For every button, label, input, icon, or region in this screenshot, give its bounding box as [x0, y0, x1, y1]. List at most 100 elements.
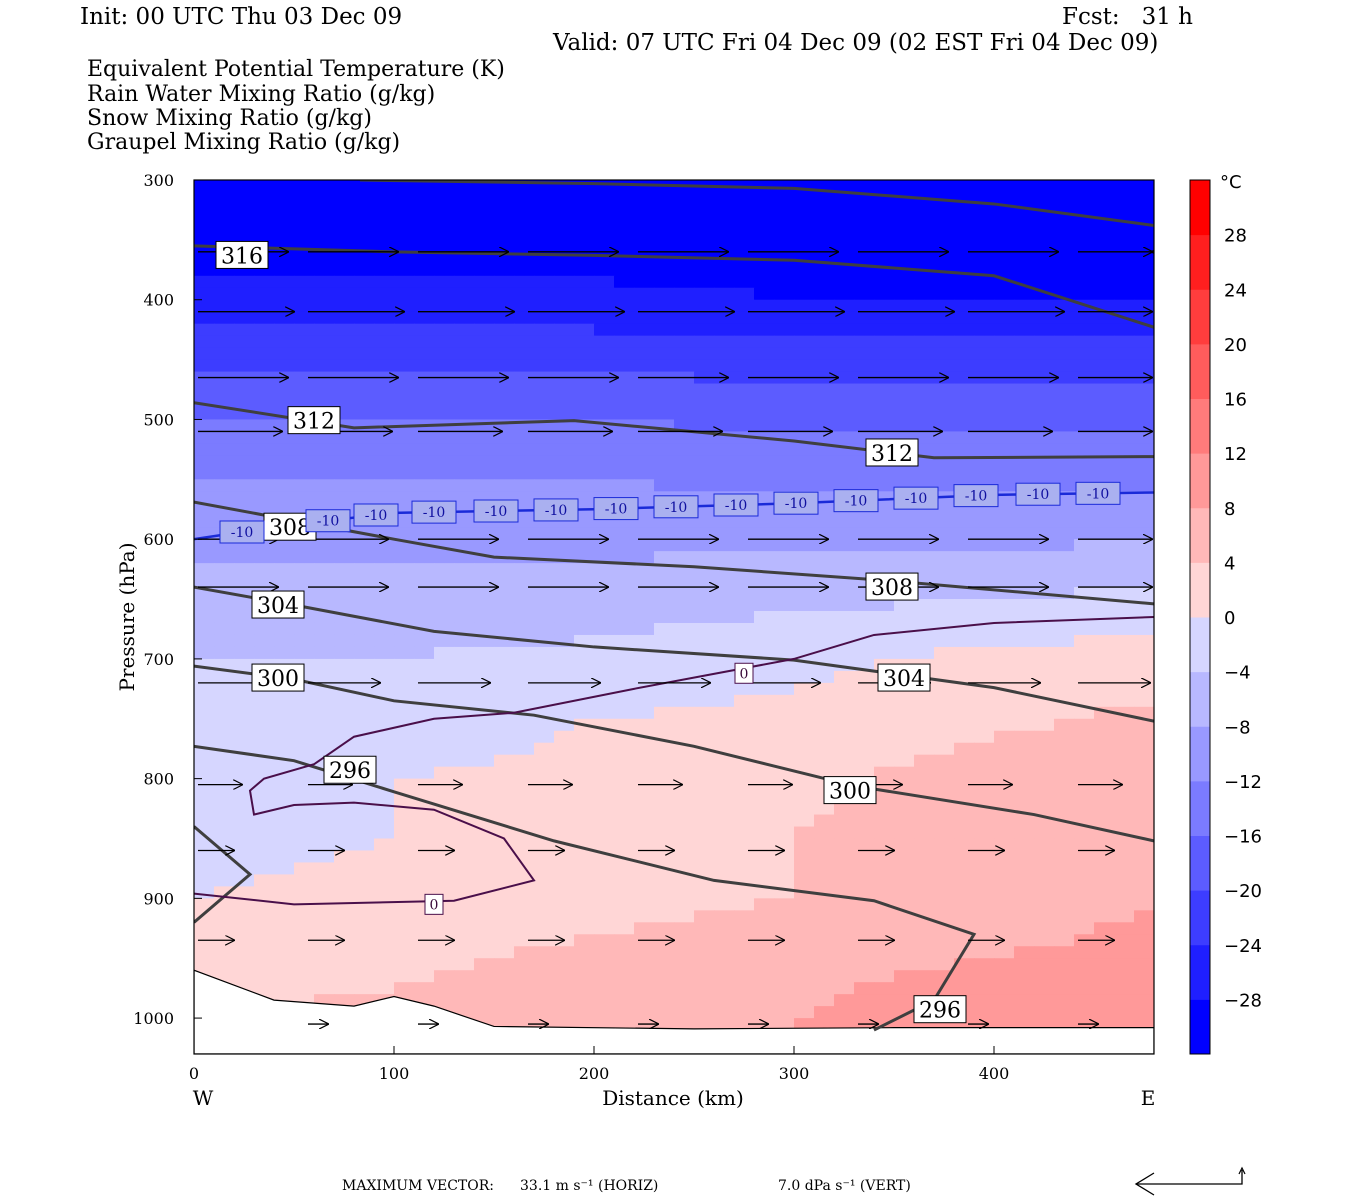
temp-cell — [1074, 886, 1095, 899]
temp-cell — [1134, 706, 1154, 720]
temp-cell — [254, 886, 275, 899]
temp-cell — [754, 910, 775, 923]
temp-cell — [394, 611, 415, 624]
temp-cell — [314, 263, 335, 277]
temp-cell — [794, 359, 815, 373]
temp-cell — [774, 191, 795, 205]
temp-cell — [974, 898, 995, 911]
temp-cell — [574, 299, 595, 313]
temp-cell — [694, 479, 715, 492]
temp-cell — [414, 575, 435, 588]
temp-cell — [914, 898, 935, 911]
temp-cell — [654, 946, 675, 959]
temp-cell — [1074, 407, 1095, 421]
temp-cell — [914, 443, 935, 456]
temp-cell — [1094, 862, 1115, 876]
temp-cell — [634, 275, 655, 289]
temp-cell — [534, 622, 555, 636]
temp-cell — [254, 850, 275, 864]
temp-cell — [394, 467, 415, 480]
temp-cell — [334, 862, 355, 876]
temp-cell — [1134, 587, 1154, 600]
colorbar-swatch — [1190, 671, 1210, 727]
temp-cell — [1014, 982, 1035, 995]
temp-cell — [454, 826, 475, 840]
temp-cell — [374, 455, 395, 468]
temp-cell — [714, 958, 735, 971]
temp-cell — [334, 814, 355, 828]
temp-cell — [414, 826, 435, 840]
temp-cell — [1074, 874, 1095, 887]
temp-cell — [414, 383, 435, 397]
temp-cell — [334, 563, 355, 576]
temp-cell — [274, 191, 295, 205]
temp-cell — [774, 850, 795, 864]
temp-cell — [1054, 419, 1075, 433]
y-tick-label: 700 — [143, 650, 174, 669]
temp-cell — [1034, 886, 1055, 899]
temp-cell — [1134, 862, 1154, 876]
temp-cell — [694, 419, 715, 433]
temp-cell — [274, 335, 295, 349]
temp-cell — [1114, 359, 1135, 373]
temp-cell — [894, 826, 915, 840]
minus10-label-box — [533, 498, 579, 522]
temp-cell — [974, 467, 995, 480]
temp-cell — [774, 287, 795, 301]
temp-cell — [474, 383, 495, 397]
temp-cell — [794, 575, 815, 588]
temp-cell — [874, 814, 895, 828]
temp-cell — [1094, 790, 1115, 804]
temp-cell — [774, 1018, 795, 1031]
temp-cell — [694, 922, 715, 935]
temp-cell — [514, 335, 535, 349]
temp-cell — [734, 790, 755, 804]
temp-cell — [774, 706, 795, 720]
theta-e-label-box — [865, 438, 919, 467]
theta-e-contour — [359, 180, 1154, 227]
temp-cell — [534, 203, 555, 217]
temp-cell — [574, 311, 595, 325]
temp-cell — [874, 718, 895, 732]
temp-cell — [574, 646, 595, 660]
temp-cell — [194, 359, 215, 373]
temp-cell — [834, 227, 855, 241]
temp-cell — [674, 826, 695, 840]
temp-cell — [454, 287, 475, 301]
temp-cell — [454, 658, 475, 672]
temp-cell — [834, 299, 855, 313]
temp-cell — [534, 922, 555, 935]
temp-cell — [474, 934, 495, 947]
colorbar-tick-label: −28 — [1224, 990, 1262, 1011]
temp-cell — [454, 563, 475, 576]
temp-cell — [814, 970, 835, 983]
temp-cell — [394, 311, 415, 325]
temp-cell — [874, 395, 895, 409]
temp-cell — [1114, 263, 1135, 277]
temp-cell — [974, 874, 995, 887]
temp-cell — [234, 970, 255, 983]
temp-cell — [634, 886, 655, 899]
temp-cell — [254, 419, 275, 433]
temp-cell — [234, 347, 255, 361]
temp-cell — [514, 934, 535, 947]
temp-cell — [494, 622, 515, 636]
temp-cell — [354, 311, 375, 325]
temp-cell — [834, 347, 855, 361]
temp-cell — [454, 215, 475, 229]
temp-cell — [1114, 898, 1135, 911]
temp-cell — [394, 287, 415, 301]
temp-cell — [1054, 850, 1075, 864]
temp-cell — [694, 910, 715, 923]
colorbar-tick-label: 20 — [1224, 335, 1247, 356]
temp-cell — [1014, 443, 1035, 456]
temp-cell — [654, 910, 675, 923]
temp-cell — [554, 599, 575, 612]
temp-cell — [754, 790, 775, 804]
temp-cell — [354, 383, 375, 397]
temp-cell — [874, 862, 895, 876]
temp-cell — [514, 527, 535, 540]
temp-cell — [434, 467, 455, 480]
temp-cell — [294, 730, 315, 744]
temp-cell — [614, 407, 635, 421]
